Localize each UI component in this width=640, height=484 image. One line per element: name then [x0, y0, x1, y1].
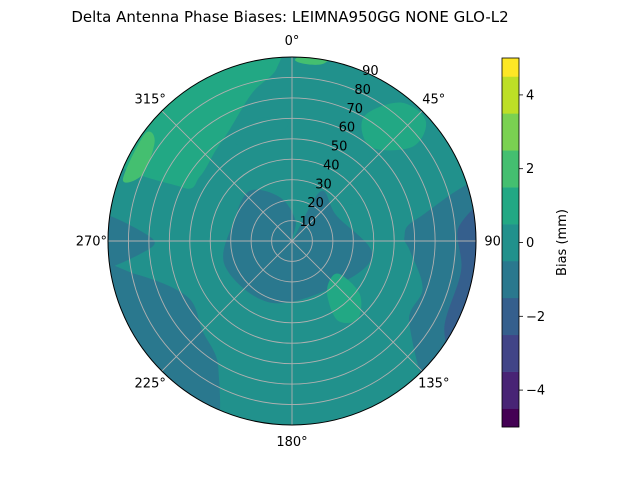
theta-tick-label: 180°	[276, 435, 307, 450]
colorbar-tick-label: −4	[526, 384, 545, 399]
colorbar-band	[502, 187, 519, 225]
contour-region	[361, 102, 427, 151]
theta-tick-label: 45°	[422, 93, 445, 108]
chart-title: Delta Antenna Phase Biases: LEIMNA950GG …	[71, 8, 508, 26]
theta-tick-labels: 0° 45° 90 135° 180° 225° 270° 315°	[76, 34, 501, 450]
contour-region	[235, 117, 289, 146]
contour-region	[295, 57, 343, 65]
colorbar-band	[502, 224, 519, 262]
theta-tick-label: 225°	[135, 376, 166, 391]
colorbar-tick-label: 0	[526, 236, 534, 251]
colorbar-tick-label: 4	[526, 88, 534, 103]
radial-tick-label: 70	[347, 102, 364, 117]
colorbar-tick-label: 2	[526, 162, 534, 177]
theta-tick-label: 90	[484, 235, 501, 250]
contour-region	[122, 131, 155, 183]
colorbar-band	[502, 113, 519, 151]
theta-tick-label: 0°	[285, 34, 300, 49]
radial-tick-label: 90	[362, 64, 379, 79]
polar-frame	[107, 56, 477, 426]
colorbar-band	[502, 334, 519, 372]
radial-tick-label: 30	[315, 177, 332, 192]
radial-tick-label: 50	[331, 140, 348, 155]
polar-grid	[107, 56, 477, 426]
colorbar-band	[502, 260, 519, 299]
theta-grid-line	[291, 240, 423, 372]
colorbar-band	[502, 58, 519, 77]
colorbar-label: Bias (mm)	[555, 209, 570, 276]
radial-tick-label: 10	[300, 215, 317, 230]
radial-tick-label: 40	[323, 158, 340, 173]
theta-tick-label: 135°	[418, 376, 449, 391]
radial-tick-label: 60	[339, 121, 356, 136]
radial-tick-labels: 10 20 30 40 50 60 70 80 90	[300, 64, 379, 230]
theta-grid-line	[161, 240, 293, 372]
theta-tick-label: 315°	[135, 93, 166, 108]
theta-tick-label: 270°	[76, 235, 107, 250]
theta-grid-line	[291, 110, 423, 242]
colorbar-band	[502, 150, 519, 188]
colorbar: −4 −2 0 2 4 Bias (mm)	[501, 57, 570, 428]
colorbar-band	[502, 371, 519, 409]
colorbar-band	[502, 408, 519, 428]
colorbar-band	[502, 297, 519, 336]
colorbar-tick-label: −2	[526, 310, 545, 325]
radial-tick-label: 80	[354, 83, 371, 98]
colorbar-band	[502, 76, 519, 114]
theta-grid-line	[161, 110, 293, 242]
contour-region	[108, 258, 221, 425]
radial-tick-label: 20	[307, 196, 324, 211]
